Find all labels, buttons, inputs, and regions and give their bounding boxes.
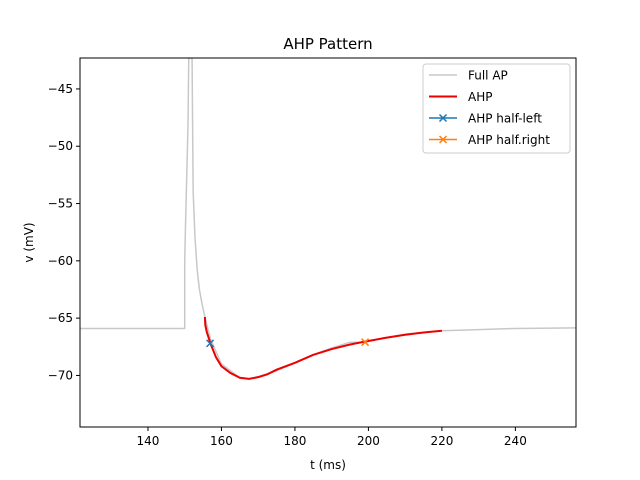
legend-entry-ahp: AHP: [429, 90, 492, 104]
x-axis-label: t (ms): [310, 458, 346, 472]
legend-entry-ahp-half-left: AHP half-left: [429, 112, 542, 126]
chart-title: AHP Pattern: [283, 35, 372, 53]
x-tick-label: 180: [283, 434, 306, 448]
y-axis-label: v (mV): [22, 222, 36, 262]
ahp-line: [203, 316, 442, 380]
x-tick-label: 240: [504, 434, 527, 448]
ticks-layer: 140 160 180 200 220 240 −45 −50 −55 −60 −65 −70: [48, 82, 527, 448]
series-layer: [80, 58, 576, 380]
ahp-half-right-marker: [361, 338, 370, 347]
x-tick-label: 140: [137, 434, 160, 448]
y-tick-label: −60: [48, 254, 73, 268]
legend-frame: [422, 63, 571, 154]
legend-label: AHP half-left: [468, 112, 542, 126]
legend: Full AP AHP AHP half-left AHP half.right: [422, 63, 571, 154]
legend-label: AHP half.right: [468, 133, 550, 147]
y-tick-label: −65: [48, 311, 73, 325]
legend-entry-full-ap: Full AP: [429, 69, 508, 83]
legend-label: AHP: [468, 90, 492, 104]
x-tick-label: 200: [357, 434, 380, 448]
ahp-half-left-marker: [206, 339, 215, 348]
x-tick-label: 160: [210, 434, 233, 448]
y-tick-label: −70: [48, 368, 73, 382]
legend-entry-ahp-half-right: AHP half.right: [429, 133, 550, 147]
y-tick-label: −50: [48, 139, 73, 153]
y-tick-label: −45: [48, 82, 73, 96]
x-tick-label: 220: [430, 434, 453, 448]
plot-frame: [79, 57, 577, 428]
y-tick-label: −55: [48, 197, 73, 211]
legend-label: Full AP: [468, 69, 508, 83]
